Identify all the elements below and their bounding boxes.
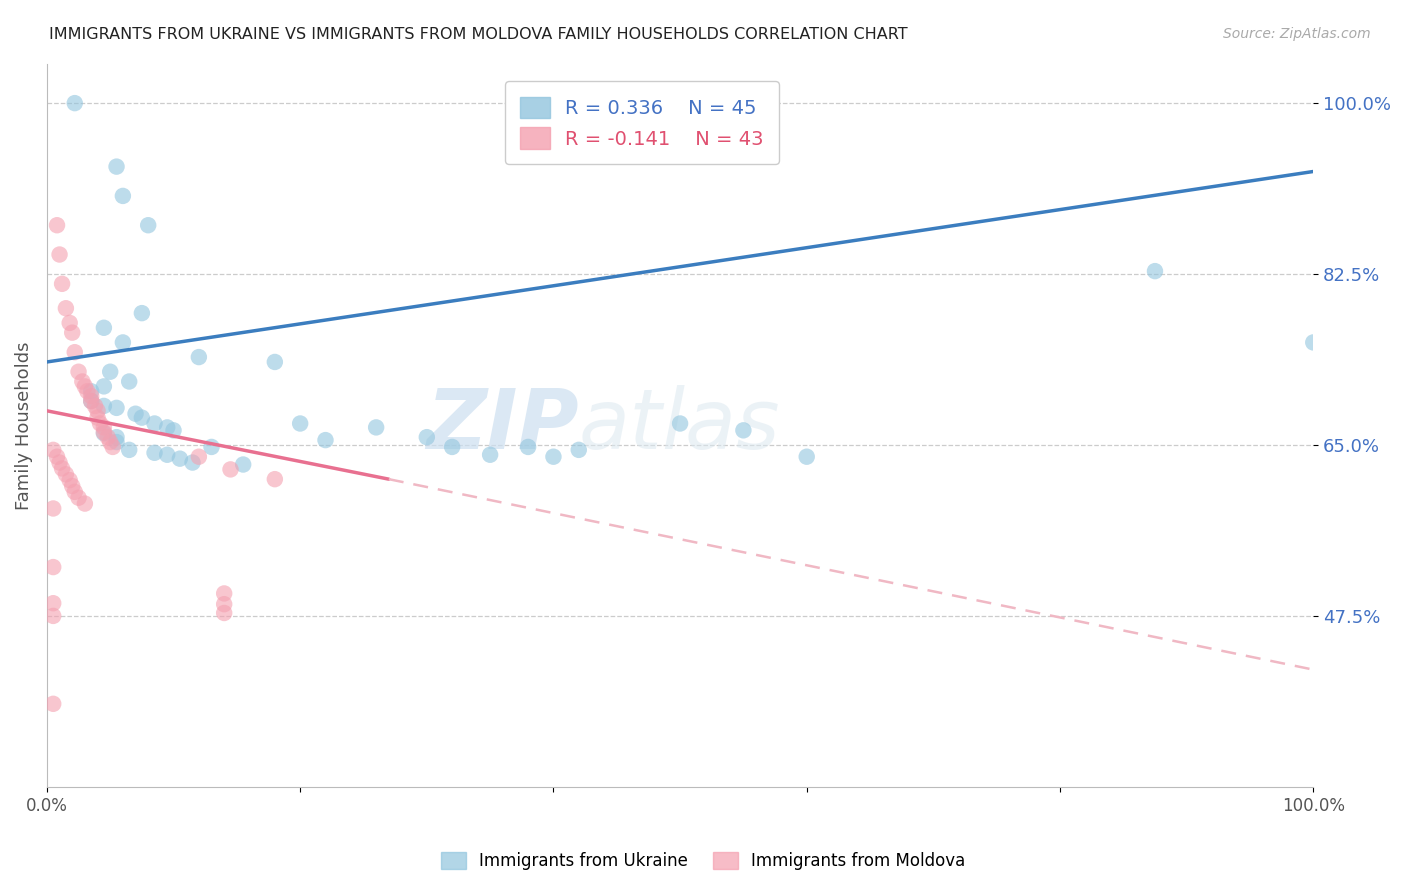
Point: [315, 433, 337, 447]
Point: [51, 461, 73, 475]
Point: [1143, 264, 1166, 278]
Point: [80, 389, 103, 403]
Point: [118, 375, 141, 389]
Point: [156, 420, 179, 434]
Point: [89, 417, 111, 431]
Text: atlas: atlas: [579, 385, 780, 466]
Point: [1302, 335, 1324, 350]
Point: [59, 473, 82, 487]
Point: [212, 606, 235, 620]
Point: [105, 435, 128, 450]
Point: [51, 277, 73, 291]
Point: [42, 442, 65, 457]
Point: [105, 430, 128, 444]
Point: [93, 379, 115, 393]
Point: [93, 420, 115, 434]
Point: [212, 586, 235, 600]
Point: [187, 450, 209, 464]
Legend: R = 0.336    N = 45, R = -0.141    N = 43: R = 0.336 N = 45, R = -0.141 N = 43: [505, 81, 779, 164]
Point: [98, 365, 121, 379]
Point: [42, 560, 65, 574]
Point: [63, 484, 86, 499]
Point: [416, 430, 439, 444]
Legend: Immigrants from Ukraine, Immigrants from Moldova: Immigrants from Ukraine, Immigrants from…: [434, 845, 972, 877]
Point: [200, 440, 222, 454]
Point: [59, 316, 82, 330]
Point: [517, 440, 540, 454]
Point: [288, 417, 311, 431]
Point: [131, 306, 153, 320]
Point: [60, 479, 83, 493]
Point: [42, 501, 65, 516]
Point: [366, 420, 388, 434]
Text: IMMIGRANTS FROM UKRAINE VS IMMIGRANTS FROM MOLDOVA FAMILY HOUSEHOLDS CORRELATION: IMMIGRANTS FROM UKRAINE VS IMMIGRANTS FR…: [49, 27, 908, 42]
Point: [93, 399, 115, 413]
Point: [111, 335, 134, 350]
Point: [76, 384, 98, 399]
Point: [441, 440, 464, 454]
Point: [156, 448, 179, 462]
Point: [232, 458, 254, 472]
Point: [105, 401, 128, 415]
Point: [84, 399, 107, 413]
Point: [73, 379, 96, 393]
Point: [263, 472, 285, 486]
Point: [46, 450, 69, 464]
Point: [124, 407, 146, 421]
Point: [796, 450, 818, 464]
Point: [55, 301, 77, 316]
Point: [63, 96, 86, 111]
Point: [55, 467, 77, 482]
Point: [187, 350, 209, 364]
Text: ZIP: ZIP: [426, 385, 579, 466]
Point: [143, 446, 166, 460]
Point: [73, 497, 96, 511]
Point: [131, 410, 153, 425]
Point: [42, 596, 65, 610]
Point: [162, 423, 184, 437]
Point: [93, 426, 115, 441]
Point: [136, 218, 159, 232]
Point: [97, 430, 120, 444]
Point: [543, 450, 565, 464]
Point: [72, 375, 94, 389]
Point: [479, 448, 502, 462]
Point: [48, 247, 70, 261]
Point: [46, 218, 69, 232]
Point: [169, 451, 191, 466]
Point: [181, 456, 204, 470]
Point: [733, 423, 755, 437]
Point: [80, 394, 103, 409]
Y-axis label: Family Households: Family Households: [15, 342, 32, 509]
Point: [93, 320, 115, 334]
Point: [568, 442, 591, 457]
Point: [86, 404, 108, 418]
Point: [98, 435, 121, 450]
Point: [42, 608, 65, 623]
Point: [669, 417, 692, 431]
Point: [60, 326, 83, 340]
Point: [263, 355, 285, 369]
Point: [143, 417, 166, 431]
Point: [118, 442, 141, 457]
Point: [67, 365, 90, 379]
Point: [105, 160, 128, 174]
Point: [101, 440, 124, 454]
Point: [212, 597, 235, 611]
Point: [67, 491, 90, 505]
Text: Source: ZipAtlas.com: Source: ZipAtlas.com: [1223, 27, 1371, 41]
Point: [63, 345, 86, 359]
Point: [80, 394, 103, 409]
Point: [48, 456, 70, 470]
Point: [86, 410, 108, 425]
Point: [80, 384, 103, 399]
Point: [93, 425, 115, 440]
Point: [42, 697, 65, 711]
Point: [111, 189, 134, 203]
Point: [219, 462, 242, 476]
